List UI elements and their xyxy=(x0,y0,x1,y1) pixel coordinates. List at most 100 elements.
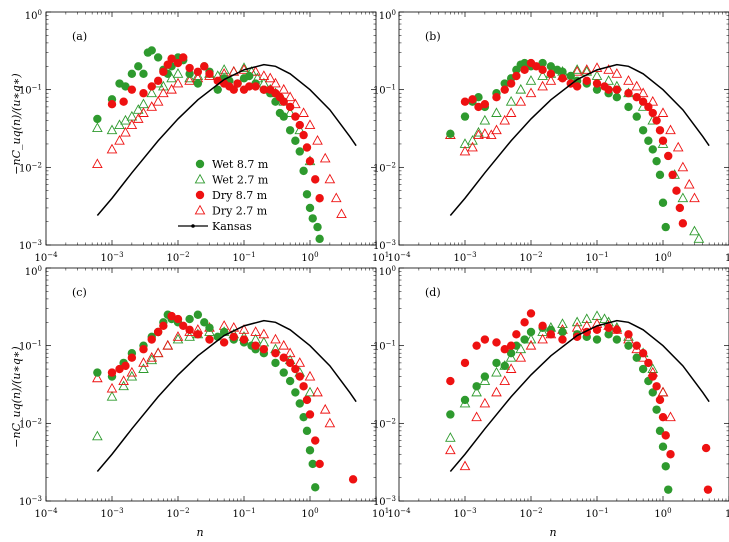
legend-dot xyxy=(191,224,195,228)
data-point xyxy=(611,68,623,78)
data-point xyxy=(632,92,641,102)
data-point xyxy=(505,363,517,373)
data-point xyxy=(666,450,675,459)
data-point xyxy=(172,331,184,341)
series-wet-87-m xyxy=(93,310,320,492)
data-point xyxy=(644,358,653,368)
series-dry-27-m xyxy=(445,62,700,203)
data-point xyxy=(299,166,308,176)
legend-entry: Wet 8.7 m xyxy=(195,158,269,171)
data-point xyxy=(106,382,118,393)
data-point xyxy=(558,74,567,83)
y-tick-label: 10−1 xyxy=(373,340,396,353)
data-point xyxy=(657,386,669,397)
data-point xyxy=(278,339,290,350)
data-point xyxy=(245,71,254,81)
data-point xyxy=(106,143,118,154)
panels: 10−4 10−3 10−2 10−1 100 10110−310−210−1100(a)… xyxy=(19,9,729,520)
x-tick-label: 10−1 xyxy=(585,251,608,264)
y-tick-label: 10−1 xyxy=(19,84,42,97)
data-point xyxy=(525,339,537,350)
data-point xyxy=(648,388,657,397)
x-tick-label: 10−4 xyxy=(34,251,58,264)
series-wet-87-m xyxy=(446,58,670,232)
data-point xyxy=(499,375,511,385)
data-point xyxy=(472,382,481,391)
data-point xyxy=(106,391,118,401)
data-point xyxy=(279,112,288,121)
data-point xyxy=(485,129,497,140)
series-dry-87-m xyxy=(107,53,324,203)
data-point xyxy=(291,388,300,397)
data-point xyxy=(330,192,342,203)
series-dry-27-m xyxy=(92,64,347,218)
x-tick-label: 10−2 xyxy=(166,251,189,264)
data-point xyxy=(652,382,661,391)
x-tick-label: 101 xyxy=(372,251,389,264)
data-point xyxy=(468,95,477,104)
data-point xyxy=(158,87,169,98)
data-point xyxy=(558,67,567,76)
data-point xyxy=(294,357,306,367)
data-point xyxy=(526,309,536,318)
data-point xyxy=(121,82,130,91)
data-point xyxy=(512,330,521,339)
data-point xyxy=(233,79,242,88)
data-point xyxy=(336,208,347,218)
data-point xyxy=(285,376,295,386)
data-point xyxy=(147,82,156,91)
data-point xyxy=(162,339,174,350)
data-point xyxy=(491,366,502,377)
data-point xyxy=(200,318,209,327)
x-tick-label: 10−4 xyxy=(34,507,58,520)
data-point xyxy=(92,122,103,133)
data-point xyxy=(315,194,324,203)
plot-area xyxy=(445,58,710,243)
data-point xyxy=(158,80,169,91)
data-point xyxy=(315,234,324,244)
data-point xyxy=(147,46,156,55)
data-point xyxy=(302,395,312,405)
series-kansas xyxy=(449,319,710,472)
x-tick-label: 10−2 xyxy=(166,507,189,520)
series-kansas xyxy=(96,63,357,216)
data-point xyxy=(655,126,665,135)
data-point xyxy=(612,85,622,94)
data-point xyxy=(127,69,137,79)
x-tick-label: 101 xyxy=(725,507,729,520)
data-point xyxy=(305,410,315,419)
data-point xyxy=(647,95,659,106)
data-point xyxy=(701,443,711,453)
data-point xyxy=(312,135,323,145)
data-point xyxy=(259,345,269,354)
data-point xyxy=(173,314,183,324)
legend-label: Dry 2.7 m xyxy=(212,205,268,218)
data-point xyxy=(472,341,481,350)
legend-entry: Kansas xyxy=(178,220,252,233)
data-point xyxy=(445,444,456,455)
data-point xyxy=(146,101,158,111)
data-point xyxy=(599,313,610,323)
data-point xyxy=(479,397,491,408)
data-point xyxy=(506,348,516,358)
data-point xyxy=(258,70,270,80)
data-point xyxy=(546,69,556,79)
data-point xyxy=(537,80,548,91)
data-point xyxy=(604,330,613,339)
data-point xyxy=(107,368,117,377)
data-point xyxy=(295,147,304,156)
data-point xyxy=(460,112,470,121)
panel-label: (b) xyxy=(425,30,441,43)
data-point xyxy=(658,412,668,422)
data-point xyxy=(299,412,308,422)
data-point xyxy=(153,53,163,62)
data-point xyxy=(193,330,203,339)
data-point xyxy=(299,130,308,140)
data-point xyxy=(532,62,541,71)
data-point xyxy=(624,330,633,339)
data-point xyxy=(285,102,295,112)
data-point xyxy=(546,330,556,339)
x-tick-label: 101 xyxy=(372,507,389,520)
data-point xyxy=(152,347,164,358)
